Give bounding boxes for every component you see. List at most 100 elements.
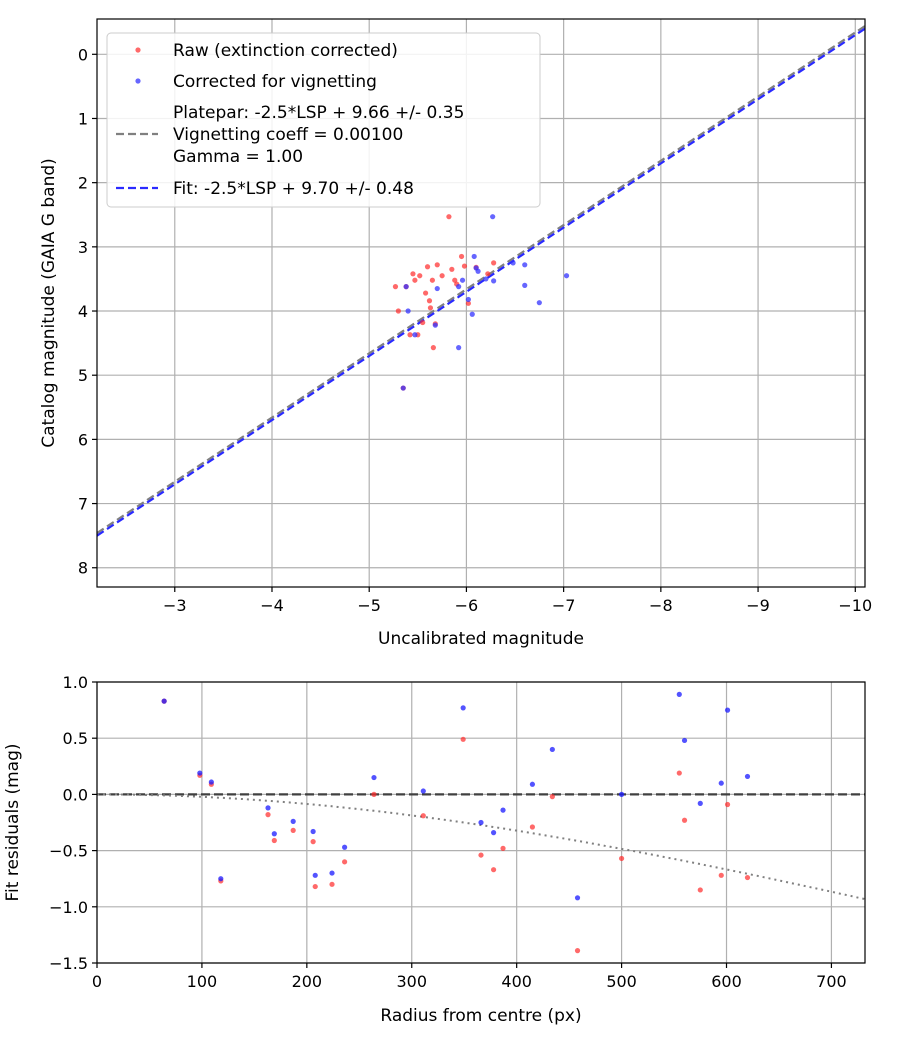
data-point (469, 311, 475, 317)
legend-label-raw: Raw (extinction corrected) (173, 41, 398, 61)
series-corrected (161, 691, 751, 901)
data-point (618, 855, 625, 862)
plot-frame (96, 18, 866, 588)
data-point (161, 698, 167, 704)
data-point (342, 844, 348, 850)
y-tick-label: 4 (78, 302, 88, 321)
data-point (434, 262, 440, 268)
data-point (410, 271, 416, 277)
data-point (420, 813, 426, 819)
data-point (456, 345, 462, 351)
data-point (197, 770, 203, 776)
y-tick-label: 2 (78, 174, 88, 193)
x-tick-label: 100 (187, 972, 218, 991)
data-point (420, 319, 426, 326)
x-tick-label: −3 (163, 596, 187, 615)
data-point (574, 895, 581, 901)
y-tick-label: 1 (78, 109, 88, 128)
data-point (312, 883, 318, 890)
data-point (460, 736, 466, 742)
data-point (718, 780, 724, 786)
data-point (271, 831, 277, 837)
data-point (465, 296, 471, 303)
data-point (676, 770, 682, 776)
y-tick-label: 7 (78, 495, 88, 514)
data-point (483, 276, 489, 282)
vignetting-curve (97, 793, 865, 901)
x-tick-label: −7 (552, 596, 576, 615)
data-point (471, 253, 477, 260)
data-point (422, 290, 429, 296)
data-point (400, 385, 406, 391)
data-point (265, 812, 271, 818)
legend-label-platepar-2: Vignetting coeff = 0.00100 (173, 125, 403, 145)
x-tick-label: 700 (816, 972, 847, 991)
data-point (676, 691, 682, 697)
data-point (412, 277, 418, 283)
data-point (529, 781, 536, 787)
data-point (446, 214, 452, 220)
data-point (465, 300, 471, 306)
data-point (500, 845, 506, 851)
data-point (491, 278, 497, 284)
data-point (427, 305, 434, 311)
data-point (718, 872, 724, 878)
x-tick-label: −10 (838, 596, 872, 615)
data-point (290, 818, 296, 824)
data-point (697, 887, 703, 893)
y-tick-label: 0 (78, 45, 88, 64)
data-point (459, 277, 466, 283)
legend-label-corrected: Corrected for vignetting (173, 72, 377, 92)
data-point (403, 284, 409, 290)
data-point (549, 746, 555, 753)
data-point (522, 262, 528, 268)
data-point (744, 874, 751, 881)
data-point (490, 214, 496, 220)
data-point (429, 277, 435, 283)
data-point (310, 839, 316, 845)
plot-area (97, 25, 865, 537)
data-point (681, 737, 688, 744)
x-tick-label: 400 (501, 972, 532, 991)
y-tick-label: −0.5 (49, 842, 88, 861)
data-point (452, 277, 458, 283)
x-tick-label: 500 (606, 972, 637, 991)
data-point (510, 260, 516, 266)
data-point (500, 807, 506, 813)
legend-box (106, 32, 541, 208)
data-point (417, 273, 423, 279)
data-point (426, 298, 433, 304)
x-tick-label: −6 (455, 596, 479, 615)
x-axis-label: Radius from centre (px) (380, 1006, 581, 1026)
data-point (290, 827, 296, 833)
data-point (478, 852, 484, 858)
data-point (490, 830, 497, 836)
x-axis-label: Uncalibrated magnitude (378, 629, 584, 649)
data-point (432, 322, 438, 328)
x-tick-label: −4 (260, 596, 284, 615)
residuals-plot: 0 100 200 300 400 500 600 700 −1.5 −1.0 −0.5 0.0 0.5… (3, 673, 866, 1026)
data-point (460, 705, 466, 711)
data-point (310, 828, 316, 835)
fit-line-fit (97, 27, 865, 537)
x-tick-label: −8 (649, 596, 673, 615)
legend-label-fit: Fit: -2.5*LSP + 9.70 +/- 0.48 (173, 179, 414, 199)
x-tick-label: 300 (396, 972, 427, 991)
y-tick-label: 5 (78, 366, 88, 385)
data-point (522, 282, 528, 288)
legend-label-platepar-3: Gamma = 1.00 (173, 147, 303, 167)
data-point (439, 273, 445, 279)
data-point (724, 707, 731, 713)
data-point (681, 817, 688, 823)
data-point (458, 253, 465, 260)
data-point (549, 794, 555, 800)
data-point (563, 273, 570, 279)
y-tick-label: 0.5 (63, 729, 88, 748)
data-point (412, 332, 418, 338)
data-point (342, 859, 348, 865)
legend-marker-raw (135, 47, 141, 53)
data-point (744, 773, 751, 780)
data-point (618, 791, 625, 798)
y-axis-label: Fit residuals (mag) (3, 744, 23, 902)
